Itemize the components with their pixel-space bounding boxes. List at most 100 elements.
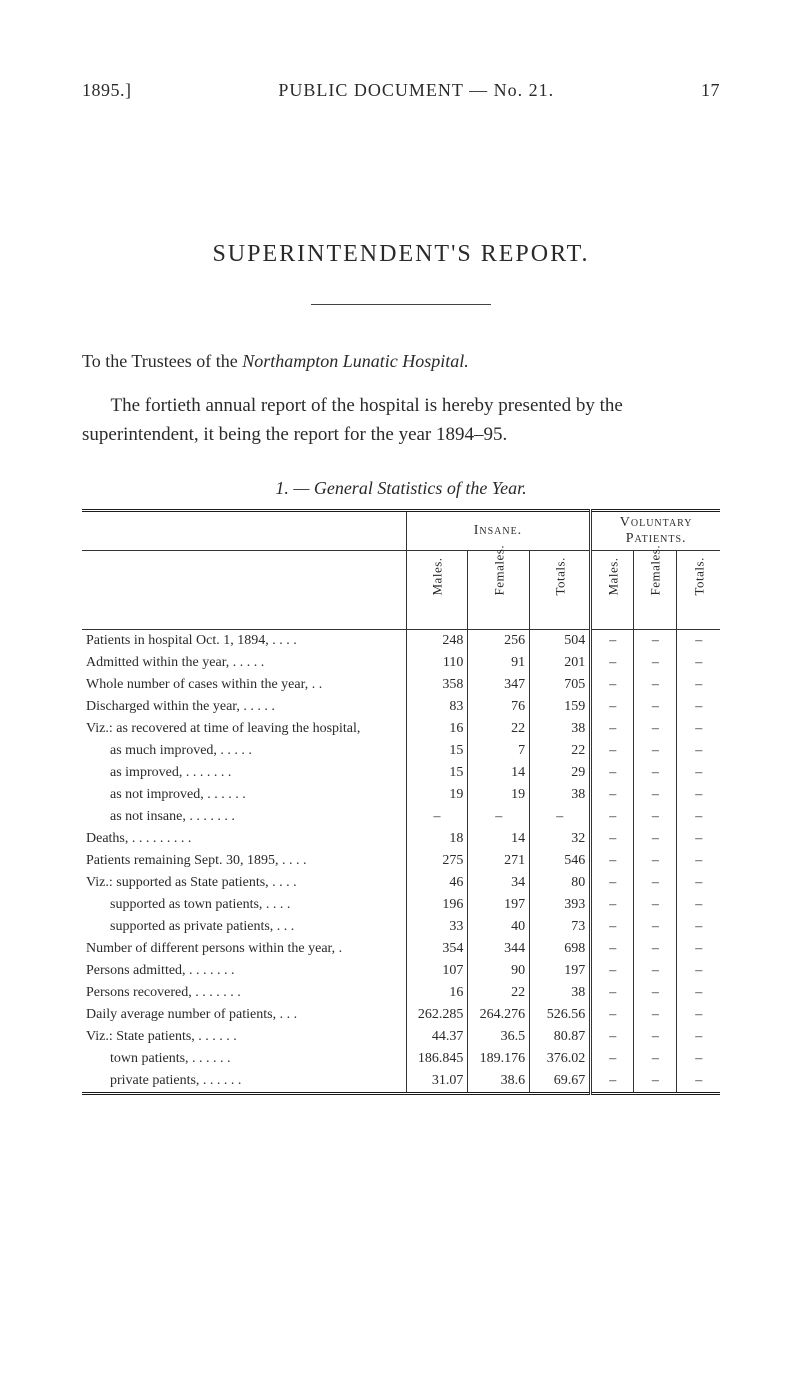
table-row: as much improved, . . . . .15722–––: [82, 740, 720, 762]
row-value: 201: [530, 652, 591, 674]
intro-paragraph: The fortieth annual report of the hospit…: [82, 391, 720, 450]
table-caption: 1. — General Statistics of the Year.: [82, 478, 720, 499]
row-value: –: [677, 629, 720, 652]
row-value: –: [677, 784, 720, 806]
row-value: 248: [406, 629, 468, 652]
row-value: –: [591, 916, 634, 938]
row-value: –: [677, 872, 720, 894]
row-value: –: [591, 850, 634, 872]
row-value: –: [591, 674, 634, 696]
row-value: –: [677, 652, 720, 674]
row-label: Whole number of cases within the year, .…: [82, 674, 406, 696]
row-value: –: [677, 850, 720, 872]
row-value: 271: [468, 850, 530, 872]
row-value: 22: [468, 982, 530, 1004]
row-value: 18: [406, 828, 468, 850]
row-value: –: [677, 828, 720, 850]
subheader-insane-females: Females.: [468, 550, 530, 629]
row-value: 38: [530, 784, 591, 806]
row-value: 40: [468, 916, 530, 938]
row-value: 22: [530, 740, 591, 762]
row-value: 196: [406, 894, 468, 916]
row-label: town patients, . . . . . .: [82, 1048, 406, 1070]
table-row: Viz.: State patients, . . . . . .44.3736…: [82, 1026, 720, 1048]
row-label: Viz.: State patients, . . . . . .: [82, 1026, 406, 1048]
row-value: –: [591, 872, 634, 894]
row-value: 186.845: [406, 1048, 468, 1070]
row-value: –: [677, 1026, 720, 1048]
row-value: –: [591, 696, 634, 718]
row-value: 7: [468, 740, 530, 762]
row-value: –: [634, 674, 677, 696]
row-label: Viz.: supported as State patients, . . .…: [82, 872, 406, 894]
row-value: 110: [406, 652, 468, 674]
row-label: Discharged within the year, . . . . .: [82, 696, 406, 718]
row-value: 69.67: [530, 1070, 591, 1094]
table-row: supported as town patients, . . . .19619…: [82, 894, 720, 916]
subheader-insane-totals: Totals.: [530, 550, 591, 629]
table-row: Number of different persons within the y…: [82, 938, 720, 960]
row-value: –: [634, 1026, 677, 1048]
row-value: –: [591, 938, 634, 960]
row-label: Admitted within the year, . . . . .: [82, 652, 406, 674]
subheader-label: Totals.: [553, 581, 566, 595]
row-label: supported as town patients, . . . .: [82, 894, 406, 916]
header-pagenum: 17: [701, 80, 720, 101]
row-value: –: [634, 740, 677, 762]
row-value: 354: [406, 938, 468, 960]
header-year: 1895.]: [82, 80, 132, 101]
row-value: –: [530, 806, 591, 828]
row-value: 73: [530, 916, 591, 938]
row-value: –: [591, 762, 634, 784]
row-value: 46: [406, 872, 468, 894]
row-value: –: [591, 740, 634, 762]
table-row: Viz.: supported as State patients, . . .…: [82, 872, 720, 894]
row-value: –: [634, 982, 677, 1004]
row-value: 16: [406, 982, 468, 1004]
page: 1895.] PUBLIC DOCUMENT — No. 21. 17 SUPE…: [0, 0, 800, 1395]
row-label: Persons admitted, . . . . . . .: [82, 960, 406, 982]
subheader-label: Males.: [430, 581, 443, 595]
row-value: 159: [530, 696, 591, 718]
row-value: –: [677, 1048, 720, 1070]
row-value: –: [677, 696, 720, 718]
row-value: 90: [468, 960, 530, 982]
row-value: –: [677, 806, 720, 828]
row-value: 189.176: [468, 1048, 530, 1070]
table-row: as improved, . . . . . . .151429–––: [82, 762, 720, 784]
row-value: –: [677, 960, 720, 982]
table-row: town patients, . . . . . .186.845189.176…: [82, 1048, 720, 1070]
table-row: Discharged within the year, . . . . .837…: [82, 696, 720, 718]
row-value: 83: [406, 696, 468, 718]
row-value: 33: [406, 916, 468, 938]
row-value: –: [634, 828, 677, 850]
row-value: –: [634, 629, 677, 652]
row-value: 80.87: [530, 1026, 591, 1048]
row-label: as much improved, . . . . .: [82, 740, 406, 762]
row-value: –: [634, 806, 677, 828]
row-value: 393: [530, 894, 591, 916]
row-label: as improved, . . . . . . .: [82, 762, 406, 784]
subheader-label: Females.: [492, 581, 505, 595]
table-row: private patients, . . . . . .31.0738.669…: [82, 1070, 720, 1094]
subheader-vol-totals: Totals.: [677, 550, 720, 629]
row-value: 262.285: [406, 1004, 468, 1026]
blank-subheader: [82, 550, 406, 629]
row-value: –: [591, 1048, 634, 1070]
subheader-vol-males: Males.: [591, 550, 634, 629]
row-value: 526.56: [530, 1004, 591, 1026]
row-value: –: [634, 1048, 677, 1070]
row-value: 15: [406, 740, 468, 762]
row-label: Patients remaining Sept. 30, 1895, . . .…: [82, 850, 406, 872]
row-value: –: [591, 629, 634, 652]
report-title: SUPERINTENDENT'S REPORT.: [82, 241, 720, 268]
row-value: –: [591, 982, 634, 1004]
row-value: –: [634, 1004, 677, 1026]
row-value: –: [634, 916, 677, 938]
table-row: Persons admitted, . . . . . . .10790197–…: [82, 960, 720, 982]
table-row: Daily average number of patients, . . .2…: [82, 1004, 720, 1026]
row-value: 264.276: [468, 1004, 530, 1026]
row-value: –: [591, 1004, 634, 1026]
table-row: Patients remaining Sept. 30, 1895, . . .…: [82, 850, 720, 872]
row-value: –: [634, 938, 677, 960]
